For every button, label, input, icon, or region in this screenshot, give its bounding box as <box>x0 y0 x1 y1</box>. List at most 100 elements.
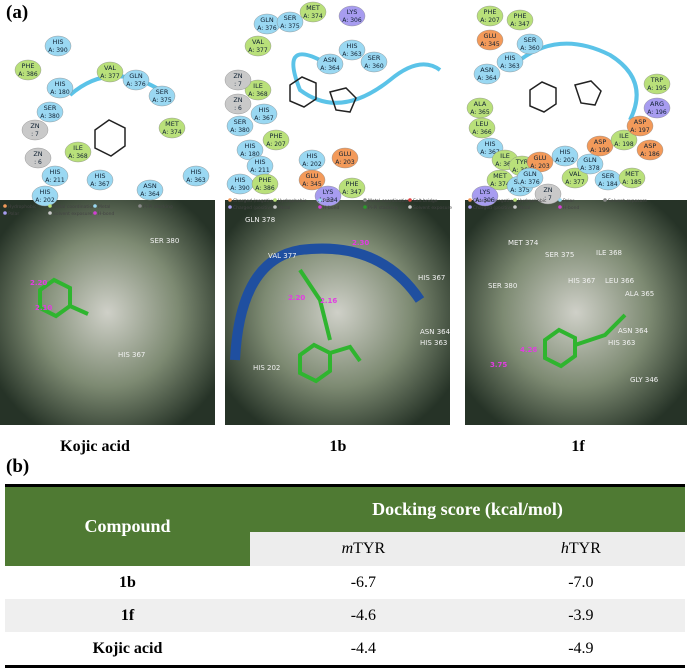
legend-label: Polar <box>8 211 19 217</box>
residue-id: A: 368 <box>495 161 515 168</box>
residue-id: A: 198 <box>614 141 634 148</box>
residue-name: ASP <box>594 138 607 146</box>
residue-id: A: 185 <box>622 179 642 186</box>
residue-name: ZN <box>233 96 242 104</box>
residue-name: HIS <box>307 152 318 160</box>
residue-id: : 7 <box>544 195 552 202</box>
legend-swatch <box>228 198 232 202</box>
legend-label: Charged (negative) <box>233 198 277 204</box>
table-row: Kojic acid -4.4 -4.9 <box>5 632 685 667</box>
legend-label: Hydrophobic <box>278 198 307 204</box>
caption: 1f <box>571 438 585 455</box>
residue <box>561 167 589 189</box>
residue-name: MET <box>493 172 507 180</box>
residue-name: ASP <box>634 118 647 126</box>
residue-id: A: 363 <box>186 177 206 184</box>
residue-id: A: 375 <box>280 23 300 30</box>
residue-name: LYS <box>323 188 334 196</box>
legend-swatch <box>318 198 322 202</box>
legend-swatch <box>273 198 277 202</box>
distance-label: 3.75 <box>490 361 507 369</box>
residue <box>331 147 359 169</box>
residue-id: A: 347 <box>342 189 362 196</box>
legend-swatch <box>93 211 97 215</box>
residue <box>626 115 654 137</box>
residue-name: LEU <box>476 120 489 128</box>
residue-name: VAL <box>252 38 264 46</box>
distance-label: 2.10 <box>35 304 52 312</box>
legend-label: Metal <box>278 205 290 211</box>
residue-label: HIS 367 <box>418 274 445 282</box>
residue-id: A: 366 <box>472 129 492 136</box>
residue-id: A: 386 <box>18 71 38 78</box>
legend-label: Salt bridge <box>413 198 438 204</box>
residue-id: A: 377 <box>565 179 585 186</box>
residue <box>182 165 210 187</box>
residue <box>316 53 344 75</box>
residue-id: : 7 <box>234 81 242 88</box>
residue-name: ZN <box>30 122 39 130</box>
residue <box>14 59 42 81</box>
residue <box>44 35 72 57</box>
residue-id: A: 364 <box>477 75 497 82</box>
residue <box>41 165 69 187</box>
score-cell: -6.7 <box>350 573 377 591</box>
residue-name: HIS <box>191 168 202 176</box>
residue-label: LEU 366 <box>605 277 635 285</box>
residue-id: A: 202 <box>35 197 55 204</box>
residue <box>251 173 279 195</box>
legend-label: Metal <box>518 205 530 211</box>
residue <box>468 117 496 139</box>
residue-name: HIS <box>55 80 66 88</box>
table-row: 1b -6.7 -7.0 <box>5 566 685 599</box>
residue-id: A: 378 <box>580 165 600 172</box>
residue-label: HIS 367 <box>118 351 145 359</box>
residue <box>618 167 646 189</box>
residue-id: A: 380 <box>40 113 60 120</box>
docking-views <box>0 200 687 425</box>
residue <box>338 177 366 199</box>
residue-name: GLU <box>338 150 351 158</box>
distance-label: 2.30 <box>352 239 369 247</box>
residue-name: ALA <box>474 100 487 108</box>
residue <box>158 117 186 139</box>
legend-swatch <box>468 198 472 202</box>
score-cell: -4.6 <box>350 606 377 624</box>
residue-id: A: 390 <box>230 185 250 192</box>
residue-id: A: 375 <box>152 97 172 104</box>
residue-label: HIS 363 <box>420 339 447 347</box>
header-cell: Docking score (kcal/mol) <box>250 485 685 532</box>
legend-swatch <box>558 205 562 209</box>
residue <box>636 139 664 161</box>
residue-label: SER 380 <box>488 282 517 290</box>
residue-id: A: 377 <box>100 73 120 80</box>
residue-name: HIS <box>560 148 571 156</box>
residue <box>473 63 501 85</box>
residue-id: A: 202 <box>555 157 575 164</box>
residue-name: MET <box>165 120 179 128</box>
residue <box>122 69 150 91</box>
residue-id: A: 196 <box>647 109 667 116</box>
residue <box>24 147 52 169</box>
legend-swatch <box>318 205 322 209</box>
residue-label: MET 374 <box>508 239 539 247</box>
residue <box>476 5 504 27</box>
residue-label: VAL 377 <box>268 252 297 260</box>
residue-id: A: 375 <box>510 187 530 194</box>
residue <box>516 167 544 189</box>
residue-id: : 6 <box>34 159 42 166</box>
residue-name: SER <box>234 118 247 126</box>
residue-id: A: 363 <box>342 51 362 58</box>
residue <box>576 153 604 175</box>
legend-label: Charged (positive) <box>233 205 275 211</box>
compound-cell: Kojic acid <box>92 639 163 657</box>
residue <box>360 51 388 73</box>
residue-id: A: 374 <box>303 13 323 20</box>
residue-id: A: 334 <box>318 197 338 204</box>
subheader-cell: hTYR <box>476 532 685 566</box>
residue <box>250 103 278 125</box>
legend-swatch <box>48 204 52 208</box>
residue-id: A: 180 <box>240 151 260 158</box>
residue <box>46 77 74 99</box>
residue <box>86 169 114 191</box>
